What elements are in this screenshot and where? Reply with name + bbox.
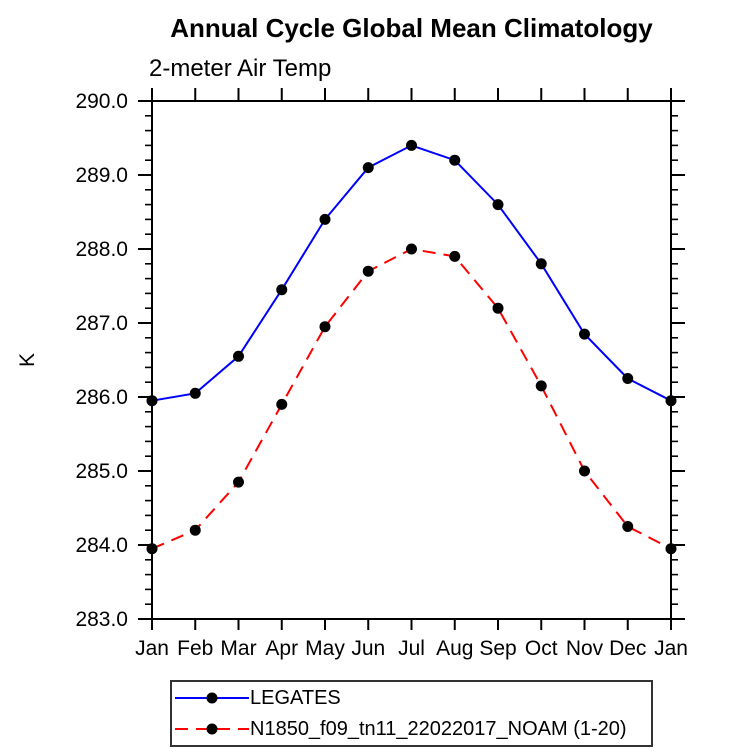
data-point-marker xyxy=(535,258,547,270)
y-tick-label: 287.0 xyxy=(75,312,128,335)
y-tick-label: 286.0 xyxy=(75,386,128,409)
y-tick-label: 290.0 xyxy=(75,90,128,113)
legend-label-n1850: N1850_f09_tn11_22022017_NOAM (1-20) xyxy=(250,717,627,740)
data-point-marker xyxy=(449,250,461,262)
data-point-marker xyxy=(406,243,417,255)
data-point-marker xyxy=(146,543,158,555)
legend-label-legates: LEGATES xyxy=(250,686,341,709)
x-tick-label: Nov xyxy=(566,637,604,660)
y-tick-label: 288.0 xyxy=(75,238,128,261)
data-point-marker xyxy=(579,465,590,477)
x-tick-label: May xyxy=(305,637,345,660)
y-tick-label: 284.0 xyxy=(75,534,128,557)
data-point-marker xyxy=(189,524,201,536)
legend-line-sample-solid xyxy=(175,692,249,704)
data-point-marker xyxy=(146,395,158,407)
data-point-marker xyxy=(406,139,417,151)
x-tick-label: Aug xyxy=(436,637,473,660)
x-tick-label: Jan xyxy=(135,637,169,660)
chart-title: Annual Cycle Global Mean Climatology xyxy=(170,13,653,43)
x-tick-label: Sep xyxy=(479,637,516,660)
x-tick-label: Jan xyxy=(654,637,688,660)
chart-subtitle: 2-meter Air Temp xyxy=(149,55,332,82)
x-tick-label: Mar xyxy=(220,637,256,660)
data-point-marker xyxy=(492,302,504,314)
x-tick-label: Apr xyxy=(265,637,298,660)
legend-item-legates: LEGATES xyxy=(174,683,651,713)
legend-line-sample-dashed xyxy=(175,723,249,735)
x-tick-label: Jul xyxy=(398,637,425,660)
data-point-marker xyxy=(319,321,331,333)
y-axis-title: K xyxy=(16,353,39,367)
data-point-marker xyxy=(319,213,331,225)
x-tick-label: Oct xyxy=(525,637,558,660)
data-point-marker xyxy=(362,162,374,174)
legend-item-n1850: N1850_f09_tn11_22022017_NOAM (1-20) xyxy=(174,714,651,744)
data-point-marker xyxy=(579,328,590,340)
data-point-marker xyxy=(492,199,504,211)
data-point-marker xyxy=(449,154,461,166)
legend-sample-marker xyxy=(206,692,218,704)
series-line-1 xyxy=(151,247,672,550)
y-tick-label: 285.0 xyxy=(75,460,128,483)
legend-sample-marker xyxy=(206,723,218,735)
x-tick-label: Dec xyxy=(609,637,646,660)
data-point-marker xyxy=(276,398,288,410)
legend: LEGATES N1850_f09_tn11_22022017_NOAM (1-… xyxy=(170,680,653,747)
data-point-marker xyxy=(622,521,634,532)
data-point-marker xyxy=(665,543,677,555)
data-point-marker xyxy=(233,476,244,488)
plot-frame xyxy=(151,100,672,620)
x-tick-label: Jun xyxy=(351,637,385,660)
data-point-marker xyxy=(276,284,288,296)
data-point-marker xyxy=(622,373,634,384)
data-point-marker xyxy=(189,387,201,399)
data-point-marker xyxy=(665,395,677,407)
data-point-marker xyxy=(535,380,547,392)
y-tick-label: 289.0 xyxy=(75,164,128,187)
data-point-marker xyxy=(233,350,244,362)
plot-area: Jan Feb Mar Apr May Jun Jul Aug Sep Oct Nov Dec Jan 2… xyxy=(16,88,688,660)
x-tick-label: Feb xyxy=(177,637,213,660)
series-line-0 xyxy=(151,144,672,402)
y-tick-label: 283.0 xyxy=(75,608,128,631)
data-point-marker xyxy=(362,265,374,277)
